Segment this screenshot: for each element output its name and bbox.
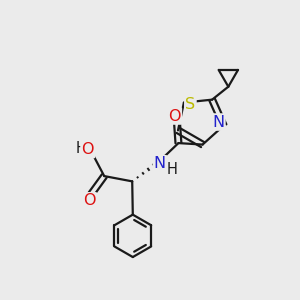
- Text: N: N: [212, 115, 224, 130]
- Text: S: S: [185, 98, 195, 112]
- Text: O: O: [82, 142, 94, 157]
- Text: N: N: [154, 156, 166, 171]
- Text: O: O: [168, 109, 181, 124]
- Text: H: H: [166, 162, 177, 177]
- Text: O: O: [83, 193, 96, 208]
- Text: H: H: [75, 141, 86, 156]
